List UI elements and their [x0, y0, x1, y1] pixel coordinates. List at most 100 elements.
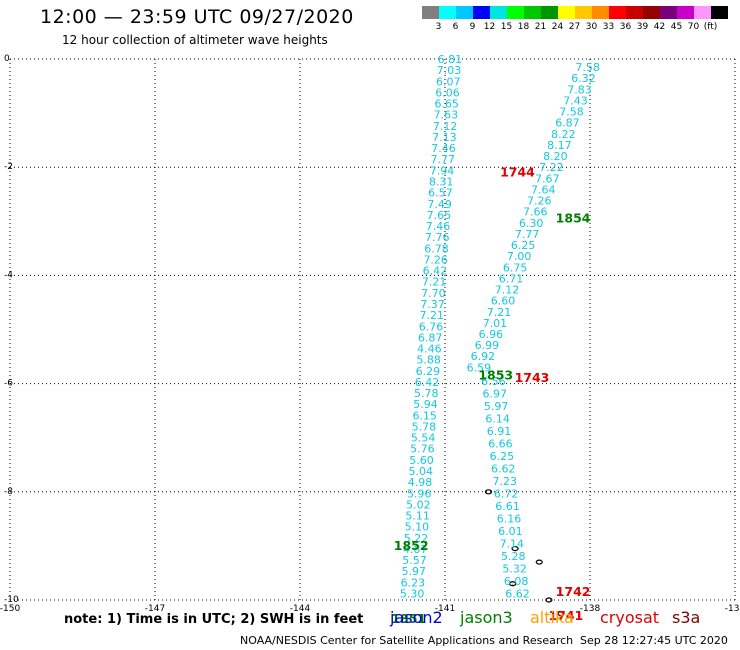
legend-swatch: [541, 6, 558, 19]
wave-height-value: 7.49: [427, 198, 452, 211]
wave-height-value: 7.22: [539, 161, 564, 174]
y-tick-label: -6: [4, 379, 13, 389]
wave-height-value: 7.58: [559, 106, 584, 119]
wave-height-value: 7.58: [575, 61, 600, 74]
wave-height-value: 5.94: [413, 398, 438, 411]
wave-height-value: 6.62: [505, 588, 530, 601]
wave-height-value: 7.94: [430, 164, 455, 177]
legend-label: 42: [653, 22, 666, 32]
page-subtitle: 12 hour collection of altimeter wave hei…: [62, 33, 328, 47]
wave-height-value: 7.64: [531, 183, 556, 196]
wave-height-value: 5.97: [484, 400, 509, 413]
wave-height-value: 7.12: [495, 284, 520, 297]
y-tick-label: -4: [4, 270, 13, 280]
legend-sat-altika: altika: [530, 608, 574, 627]
wave-height-value: 5.11: [405, 510, 430, 523]
wave-height-value: 6.07: [436, 75, 461, 88]
wave-height-value: 7.00: [507, 250, 532, 263]
wave-height-value: 6.78: [424, 242, 449, 255]
wave-height-value: 7.26: [423, 253, 448, 266]
pass-time-label: 1854: [556, 211, 591, 226]
legend-swatch: [456, 6, 473, 19]
island-outline: [509, 581, 517, 587]
timestamp: Sep 28 12:27:45 UTC 2020: [580, 634, 728, 647]
wave-height-value: 6.91: [487, 425, 512, 438]
wave-height-value: 7.03: [437, 64, 462, 77]
wave-height-value: 6.99: [475, 339, 500, 352]
wave-height-value: 7.21: [420, 309, 445, 322]
wave-height-value: 5.04: [409, 465, 434, 478]
legend-label: 9: [469, 22, 476, 32]
wave-height-value: 5.96: [407, 487, 432, 500]
wave-height-value: 8.31: [429, 175, 454, 188]
legend-sat-s3a: s3a: [672, 608, 701, 627]
wave-height-value: 7.21: [487, 306, 512, 319]
legend-label: (ft): [703, 22, 718, 32]
wave-height-value: 8.20: [543, 150, 568, 163]
legend-sat-jason3: jason3: [460, 608, 513, 627]
wave-height-value: 7.77: [515, 228, 540, 241]
island-outline: [545, 597, 553, 603]
legend-label: 33: [602, 22, 615, 32]
wave-height-value: 7.21: [422, 276, 447, 289]
legend-swatch: [490, 6, 507, 19]
legend-label: 12: [483, 22, 496, 32]
wave-height-value: 5.88: [416, 354, 441, 367]
island-outline: [484, 489, 493, 495]
wave-height-value: 7.70: [421, 287, 446, 300]
wave-height-value: 6.25: [511, 239, 536, 252]
wave-height-value: 5.60: [409, 454, 434, 467]
wave-height-value: 6.62: [491, 462, 516, 475]
wave-height-value: 6.61: [495, 500, 520, 513]
wave-height-value: 4.46: [417, 343, 442, 356]
page-title: 12:00 — 23:59 UTC 09/27/2020: [40, 6, 354, 28]
wave-height-value: 5.78: [412, 420, 437, 433]
wave-height-value: 6.71: [499, 272, 524, 285]
legend-label: 30: [585, 22, 598, 32]
legend-label: 39: [636, 22, 649, 32]
y-tick-label: -10: [4, 595, 19, 605]
legend-swatch: [524, 6, 541, 19]
wave-height-value: 5.57: [402, 554, 427, 567]
wave-height-value: 7.14: [500, 537, 525, 550]
legend-label: 18: [517, 22, 530, 32]
credit-text: NOAA/NESDIS Center for Satellite Applica…: [240, 634, 574, 647]
note-text: note: 1) Time is in UTC; 2) SWH is in fe…: [64, 612, 364, 627]
legend-sat-cryosat: cryosat: [600, 608, 660, 627]
wave-height-value: 7.01: [483, 317, 508, 330]
wave-height-value: 6.76: [419, 320, 444, 333]
pass-time-label: 1742: [556, 584, 591, 599]
legend-sat-jason2: jason2: [390, 608, 443, 627]
wave-height-value: 6.01: [498, 525, 523, 538]
legend-label: 45: [670, 22, 683, 32]
legend-swatch: [711, 6, 728, 19]
wave-height-value: 6.42: [415, 376, 440, 389]
legend-label: 27: [568, 22, 581, 32]
wave-height-value: 7.83: [567, 83, 592, 96]
wave-height-value: 6.92: [471, 350, 496, 363]
wave-height-value: 7.77: [431, 153, 456, 166]
wave-height-value: 6.81: [438, 53, 463, 66]
x-tick-label: -144: [290, 604, 311, 614]
wave-height-value: 7.26: [527, 195, 552, 208]
wave-height-value: 6.30: [519, 217, 544, 230]
legend-swatch: [473, 6, 490, 19]
x-tick-label: -135: [725, 604, 740, 614]
wave-height-value: 8.17: [547, 139, 572, 152]
wave-height-value: 5.30: [400, 588, 425, 601]
wave-height-value: 7.23: [492, 475, 517, 488]
wave-height-value: 7.37: [420, 298, 445, 311]
wave-height-value: 6.42: [423, 265, 448, 278]
legend-swatch: [439, 6, 456, 19]
wave-height-value: 6.14: [485, 412, 510, 425]
y-tick-label: -8: [4, 487, 13, 497]
x-tick-label: -141: [435, 604, 455, 614]
wave-height-value: 6.87: [418, 331, 443, 344]
island-outline: [511, 546, 519, 552]
wave-height-value: 6.59: [467, 361, 492, 374]
wave-height-value: 7.12: [433, 120, 458, 133]
wave-height-value: 4.98: [408, 476, 433, 489]
wave-height-value: 6.23: [401, 576, 426, 589]
wave-height-value: 6.66: [488, 437, 513, 450]
